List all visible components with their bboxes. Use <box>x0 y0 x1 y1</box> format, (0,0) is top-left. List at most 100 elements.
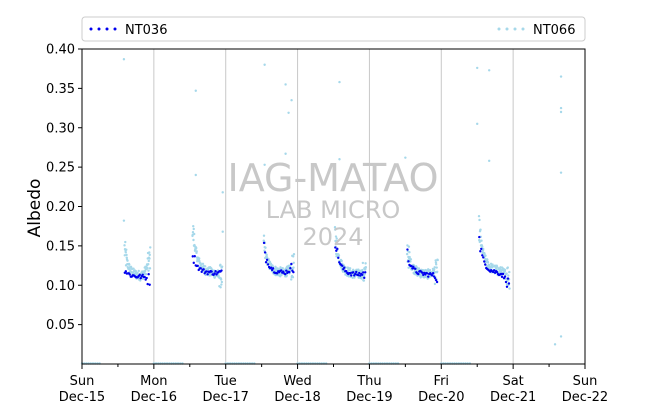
data-point <box>507 282 511 285</box>
data-point <box>291 276 295 279</box>
data-point <box>284 272 287 276</box>
data-point <box>412 265 415 268</box>
data-point <box>290 278 293 281</box>
outlier-point <box>338 158 341 161</box>
data-point <box>434 278 438 282</box>
data-point <box>508 287 511 290</box>
data-point <box>148 251 151 254</box>
data-point <box>414 267 417 270</box>
data-point <box>408 255 411 259</box>
data-point <box>359 274 362 277</box>
data-point <box>292 252 296 256</box>
data-point <box>262 234 266 237</box>
data-point <box>435 270 439 273</box>
data-point <box>364 266 368 269</box>
data-point <box>292 255 295 258</box>
data-point <box>482 256 485 259</box>
data-point <box>136 271 139 275</box>
data-point <box>417 272 420 276</box>
data-point <box>480 239 483 242</box>
data-point <box>195 246 198 250</box>
data-point <box>192 238 195 242</box>
data-point <box>335 237 338 240</box>
y-tick-label: 0.10 <box>46 279 75 294</box>
data-point <box>337 256 340 259</box>
outlier-point <box>221 191 224 194</box>
data-point <box>146 282 149 286</box>
data-point <box>281 266 284 270</box>
data-point <box>206 273 209 276</box>
outlier-point <box>559 75 563 78</box>
data-point <box>504 280 508 284</box>
y-axis: 0.05 0.10 0.15 0.20 0.25 0.30 0.35 0.40 <box>46 43 82 333</box>
data-point <box>192 261 195 265</box>
data-point <box>220 269 223 272</box>
y-tick-label: 0.40 <box>46 43 75 58</box>
data-point <box>203 265 207 268</box>
data-point <box>148 283 151 286</box>
data-point <box>364 271 367 274</box>
data-point <box>505 272 508 275</box>
data-point <box>139 277 142 280</box>
data-point <box>143 275 146 279</box>
data-point <box>205 270 208 273</box>
data-point <box>349 272 352 275</box>
data-point <box>436 258 439 262</box>
data-point <box>213 275 217 279</box>
data-point <box>343 266 346 269</box>
data-point <box>124 270 128 273</box>
data-point <box>501 272 505 276</box>
data-point <box>506 266 509 269</box>
data-point <box>285 269 288 272</box>
data-point <box>479 228 482 231</box>
data-point <box>125 248 128 251</box>
data-point <box>433 282 437 286</box>
outlier-point <box>122 58 126 61</box>
data-point <box>422 273 425 277</box>
data-point <box>337 254 341 257</box>
data-point <box>265 253 268 257</box>
outlier-point <box>476 122 479 126</box>
data-point <box>125 256 128 259</box>
data-point <box>149 246 152 249</box>
data-point <box>483 252 486 256</box>
data-point <box>271 265 274 268</box>
data-point <box>484 263 487 266</box>
data-point <box>362 279 366 282</box>
data-point <box>193 255 196 258</box>
plot-area <box>82 49 585 364</box>
x-tick-label-date: Dec-21 <box>490 390 536 405</box>
data-point <box>265 256 269 259</box>
data-point <box>290 262 293 266</box>
data-point <box>288 270 291 274</box>
data-point <box>271 267 275 270</box>
outlier-point <box>284 83 287 86</box>
data-point <box>408 251 411 254</box>
data-point <box>147 269 150 272</box>
data-point <box>214 270 217 273</box>
data-point <box>358 271 361 275</box>
data-point <box>334 235 338 238</box>
data-point <box>334 246 337 249</box>
outlier-point <box>284 152 287 155</box>
data-point <box>352 271 355 274</box>
outlier-point <box>221 230 224 233</box>
outlier-point <box>338 80 341 84</box>
data-point <box>508 270 511 274</box>
data-point <box>481 245 484 249</box>
data-point <box>409 258 413 261</box>
outlier-point <box>194 173 197 177</box>
data-point <box>219 278 223 281</box>
data-point <box>123 244 126 247</box>
data-point <box>219 286 222 289</box>
data-point <box>141 277 145 280</box>
outlier-point <box>487 69 491 72</box>
data-point <box>363 272 366 276</box>
data-point <box>148 257 151 260</box>
data-point <box>345 269 348 273</box>
data-point <box>406 248 409 251</box>
data-point <box>198 260 201 263</box>
data-point <box>124 251 127 254</box>
data-point <box>126 259 129 262</box>
data-point <box>478 235 481 239</box>
